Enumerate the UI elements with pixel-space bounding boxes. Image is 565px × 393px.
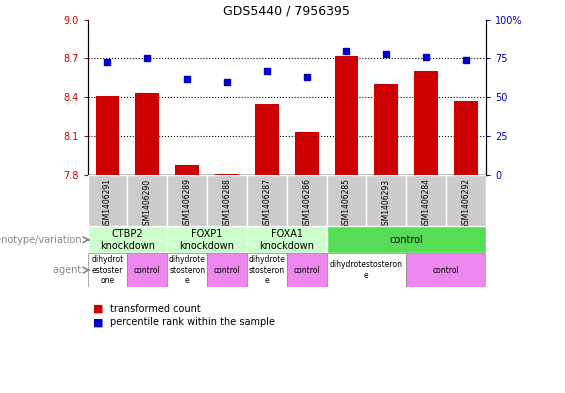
Bar <box>454 101 478 175</box>
Point <box>223 79 232 85</box>
Title: GDS5440 / 7956395: GDS5440 / 7956395 <box>223 4 350 17</box>
Bar <box>167 175 207 226</box>
Point <box>382 51 391 57</box>
Text: ■: ■ <box>93 303 104 314</box>
Point <box>182 75 192 82</box>
Bar <box>414 72 438 175</box>
Bar <box>287 175 327 226</box>
Point <box>103 59 112 65</box>
Bar <box>406 175 446 226</box>
Bar <box>215 174 239 175</box>
Text: agent: agent <box>53 265 85 275</box>
Point <box>302 74 311 80</box>
Text: FOXP1
knockdown: FOXP1 knockdown <box>180 229 234 250</box>
Text: control: control <box>214 266 240 275</box>
Text: GSM1406285: GSM1406285 <box>342 178 351 230</box>
Bar <box>207 175 247 226</box>
Bar <box>167 226 247 253</box>
Point <box>342 48 351 54</box>
Text: GSM1406284: GSM1406284 <box>421 178 431 230</box>
Bar <box>287 253 327 287</box>
Point <box>462 57 471 63</box>
Text: GSM1406289: GSM1406289 <box>182 178 192 230</box>
Bar <box>327 175 367 226</box>
Bar <box>327 253 406 287</box>
Text: CTBP2
knockdown: CTBP2 knockdown <box>100 229 155 250</box>
Text: GSM1406286: GSM1406286 <box>302 178 311 230</box>
Text: GSM1406290: GSM1406290 <box>143 178 152 230</box>
Text: FOXA1
knockdown: FOXA1 knockdown <box>259 229 314 250</box>
Bar <box>406 253 486 287</box>
Point <box>262 68 271 74</box>
Bar <box>255 104 279 175</box>
Text: genotype/variation: genotype/variation <box>0 235 85 245</box>
Text: transformed count: transformed count <box>110 303 201 314</box>
Text: GSM1406291: GSM1406291 <box>103 178 112 230</box>
Bar <box>175 165 199 175</box>
Text: GSM1406288: GSM1406288 <box>223 178 232 230</box>
Text: GSM1406293: GSM1406293 <box>382 178 391 230</box>
Text: control: control <box>134 266 160 275</box>
Text: dihydrote
stosteron
e: dihydrote stosteron e <box>169 255 206 285</box>
Bar <box>334 56 358 175</box>
Bar <box>88 253 128 287</box>
Text: dihydrote
stosteron
e: dihydrote stosteron e <box>249 255 285 285</box>
Text: percentile rank within the sample: percentile rank within the sample <box>110 317 275 327</box>
Text: control: control <box>389 235 423 245</box>
Bar <box>128 175 167 226</box>
Text: GSM1406292: GSM1406292 <box>462 178 471 230</box>
Bar <box>88 226 167 253</box>
Bar <box>247 226 327 253</box>
Text: GSM1406287: GSM1406287 <box>262 178 271 230</box>
Bar <box>295 132 319 175</box>
Text: dihydrot
estoster
one: dihydrot estoster one <box>92 255 124 285</box>
Bar <box>375 84 398 175</box>
Bar <box>88 175 128 226</box>
Bar <box>95 96 119 175</box>
Text: ■: ■ <box>93 317 104 327</box>
Bar <box>446 175 486 226</box>
Bar <box>128 253 167 287</box>
Text: control: control <box>293 266 320 275</box>
Text: dihydrotestosteron
e: dihydrotestosteron e <box>330 261 403 280</box>
Bar <box>247 175 287 226</box>
Bar <box>136 94 159 175</box>
Bar <box>167 253 207 287</box>
Point <box>143 55 152 62</box>
Text: control: control <box>433 266 459 275</box>
Point <box>421 54 431 60</box>
Bar <box>247 253 287 287</box>
Bar <box>367 175 406 226</box>
Bar <box>327 226 486 253</box>
Bar <box>207 253 247 287</box>
